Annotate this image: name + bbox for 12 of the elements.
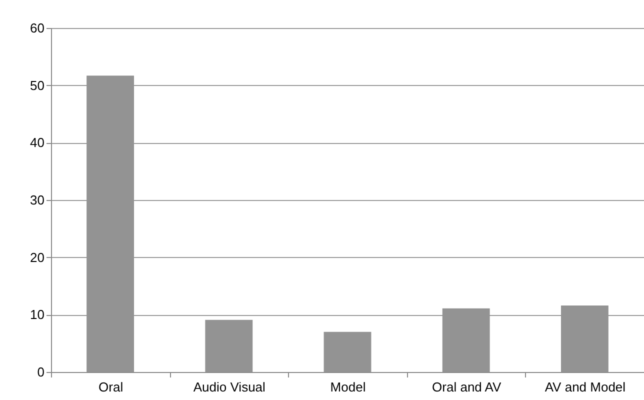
x-tick-label: AV and Model <box>544 380 626 394</box>
y-tick-label: 50 <box>30 78 44 93</box>
y-tick-label: 20 <box>30 250 44 265</box>
x-tick-label: Audio Visual <box>193 380 266 394</box>
y-tick-label: 60 <box>30 20 44 36</box>
x-tick-label: Model <box>330 380 366 394</box>
x-tick-label: Oral and AV <box>432 380 502 394</box>
y-tick-label: 10 <box>30 307 44 322</box>
y-tick-label: 0 <box>37 364 44 380</box>
y-tick-label: 40 <box>30 135 44 150</box>
y-tick-label: 30 <box>30 192 44 208</box>
x-tick-label: Oral <box>98 380 124 394</box>
